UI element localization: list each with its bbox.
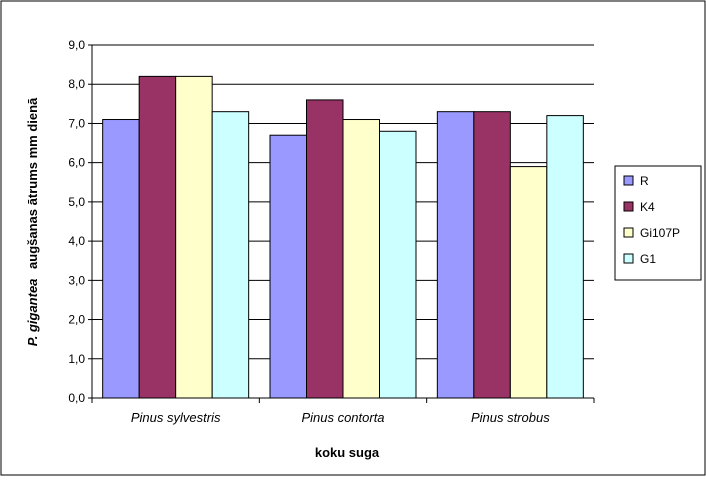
legend-label-g1: G1 bbox=[640, 252, 656, 266]
y-axis-title-text: augšanas ātrums mm dienā bbox=[25, 97, 40, 269]
x-tick-label: Pinus contorta bbox=[301, 410, 384, 425]
bar-k4 bbox=[473, 111, 511, 399]
y-tick-label: 1,0 bbox=[68, 352, 85, 366]
y-axis-title-species: P. gigantea bbox=[25, 279, 40, 347]
bars bbox=[102, 75, 584, 399]
y-tick-label: 5,0 bbox=[68, 195, 85, 209]
bar-k4 bbox=[138, 75, 177, 399]
bar-r bbox=[102, 119, 140, 399]
bar-k4 bbox=[306, 99, 344, 399]
x-axis-title: koku suga bbox=[315, 445, 380, 460]
bar-gi107p bbox=[509, 166, 548, 399]
y-tick-label: 3,0 bbox=[68, 273, 85, 287]
bar-gi107p bbox=[342, 119, 380, 399]
y-tick-label: 9,0 bbox=[68, 38, 85, 52]
bar-g1 bbox=[379, 130, 417, 399]
bar-r bbox=[436, 111, 475, 399]
x-tick-label: Pinus sylvestris bbox=[131, 410, 221, 425]
y-axis-title: P. gigantea augšanas ātrums mm dienā bbox=[25, 97, 40, 346]
legend-swatch-g1 bbox=[623, 253, 634, 264]
y-tick-label: 0,0 bbox=[68, 391, 85, 405]
y-tick-label: 8,0 bbox=[68, 77, 85, 91]
legend-label-gi107p: Gi107P bbox=[640, 226, 680, 240]
legend-swatch-k4 bbox=[623, 201, 634, 212]
bar-r bbox=[269, 134, 307, 399]
axes bbox=[91, 45, 594, 399]
y-tick-label: 2,0 bbox=[68, 313, 85, 327]
bar-g1 bbox=[211, 111, 250, 399]
legend-swatch-gi107p bbox=[623, 227, 634, 238]
tick-labels: 0,0 1,0 2,0 3,0 4,0 5,0 6,0 7,0 8,0 9,0 Pinus sylv… bbox=[68, 38, 595, 425]
bar-gi107p bbox=[175, 75, 213, 399]
legend-label-k4: K4 bbox=[640, 200, 655, 214]
y-tick-label: 6,0 bbox=[68, 156, 85, 170]
legend-swatch-r bbox=[623, 175, 634, 186]
legend: R K4 Gi107P G1 bbox=[614, 165, 702, 281]
legend-label-r: R bbox=[640, 174, 649, 188]
x-tick-label: Pinus strobus bbox=[471, 410, 550, 425]
bar-g1 bbox=[546, 115, 584, 399]
y-tick-label: 4,0 bbox=[68, 234, 85, 248]
y-tick-label: 7,0 bbox=[68, 116, 85, 130]
